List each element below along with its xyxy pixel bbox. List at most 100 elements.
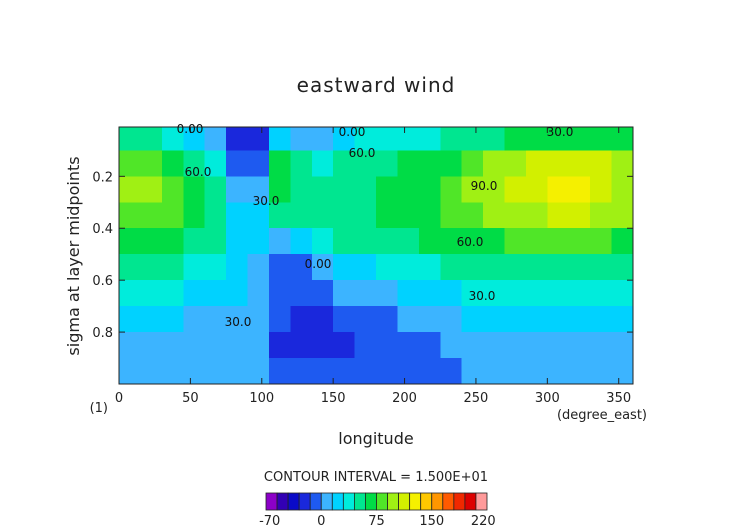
- field-cell: [461, 176, 484, 203]
- colorbar-box: [453, 492, 466, 511]
- field-cell: [140, 150, 163, 177]
- field-cell: [590, 202, 613, 229]
- field-cell: [547, 176, 570, 203]
- field-cell: [483, 280, 505, 307]
- field-cell: [161, 358, 184, 385]
- field-cell: [547, 254, 570, 281]
- field-cell: [183, 358, 206, 385]
- field-cell: [333, 127, 356, 151]
- field-cell: [461, 358, 484, 385]
- contour-label: 60.0: [349, 146, 376, 160]
- field-cell: [333, 280, 356, 307]
- field-cell: [611, 127, 634, 151]
- field-cell: [376, 150, 398, 177]
- field-cell: [161, 280, 184, 307]
- field-cell: [376, 176, 398, 203]
- field-cell: [418, 176, 441, 203]
- field-cell: [440, 228, 463, 255]
- field-cell: [161, 127, 184, 151]
- field-cell: [119, 358, 141, 385]
- contour-label: 30.0: [225, 315, 252, 329]
- field-cell: [354, 332, 377, 359]
- field-cell: [204, 254, 227, 281]
- field-cell: [397, 332, 420, 359]
- field-cell: [611, 306, 634, 333]
- field-cell: [161, 202, 184, 229]
- field-cell: [204, 127, 227, 151]
- field-cell: [290, 150, 313, 177]
- contour-label: 30.0: [469, 289, 496, 303]
- field-cell: [483, 358, 505, 385]
- field-cell: [183, 150, 206, 177]
- field-cell: [311, 228, 334, 255]
- field-cell: [440, 306, 463, 333]
- field-cell: [247, 202, 270, 229]
- field-cell: [461, 150, 484, 177]
- field-cell: [611, 150, 634, 177]
- field-cell: [247, 280, 270, 307]
- field-cell: [183, 254, 206, 281]
- colorbar-box: [420, 492, 433, 511]
- colorbar-box: [387, 492, 399, 511]
- field-cell: [354, 306, 377, 333]
- field-cell: [119, 306, 141, 333]
- contour-label: 60.0: [185, 165, 212, 179]
- field-cell: [568, 150, 591, 177]
- field-cell: [440, 358, 463, 385]
- field-cell: [247, 358, 270, 385]
- field-cell: [183, 127, 206, 151]
- field-cell: [140, 254, 163, 281]
- field-cell: [461, 254, 484, 281]
- field-cell: [268, 228, 291, 255]
- field-cell: [183, 202, 206, 229]
- colorbar-box: [365, 492, 377, 511]
- field-cell: [140, 127, 163, 151]
- field-cell: [376, 358, 398, 385]
- contour-label: 90.0: [471, 179, 498, 193]
- field-cell: [290, 202, 313, 229]
- field-cell: [140, 202, 163, 229]
- field-cell: [290, 280, 313, 307]
- field-cell: [590, 358, 613, 385]
- field-cell: [461, 332, 484, 359]
- field-cell: [119, 176, 141, 203]
- field-cell: [418, 280, 441, 307]
- field-cell: [311, 306, 334, 333]
- field-cell: [140, 228, 163, 255]
- field-cell: [504, 358, 527, 385]
- field-cell: [504, 150, 527, 177]
- field-cell: [590, 280, 613, 307]
- colorbar-tick-label: 220: [471, 514, 496, 529]
- x-unit: (degree_east): [557, 408, 647, 423]
- field-cell: [204, 358, 227, 385]
- field-cell: [568, 306, 591, 333]
- field-cell: [525, 358, 548, 385]
- field-cell: [268, 150, 291, 177]
- field-cell: [590, 254, 613, 281]
- field-cell: [311, 358, 334, 385]
- field-cell: [354, 358, 377, 385]
- field-cell: [183, 306, 206, 333]
- field-cell: [504, 254, 527, 281]
- field-cell: [547, 202, 570, 229]
- field-cell: [418, 358, 441, 385]
- field-cell: [204, 280, 227, 307]
- colorbar-box: [353, 492, 366, 511]
- contour-label: 30.0: [253, 194, 280, 208]
- field-cell: [504, 306, 527, 333]
- field-cell: [461, 202, 484, 229]
- field-cell: [268, 254, 291, 281]
- field-cell: [268, 127, 291, 151]
- field-cell: [568, 228, 591, 255]
- field-cell: [226, 127, 248, 151]
- field-cell: [119, 150, 141, 177]
- colorbar-box: [442, 492, 455, 511]
- field-cell: [119, 202, 141, 229]
- colorbar-box: [287, 492, 300, 511]
- field-cell: [376, 127, 398, 151]
- field-cell: [504, 332, 527, 359]
- field-cell: [226, 306, 248, 333]
- field-cell: [226, 332, 248, 359]
- field-cell: [504, 228, 527, 255]
- field-cell: [376, 332, 398, 359]
